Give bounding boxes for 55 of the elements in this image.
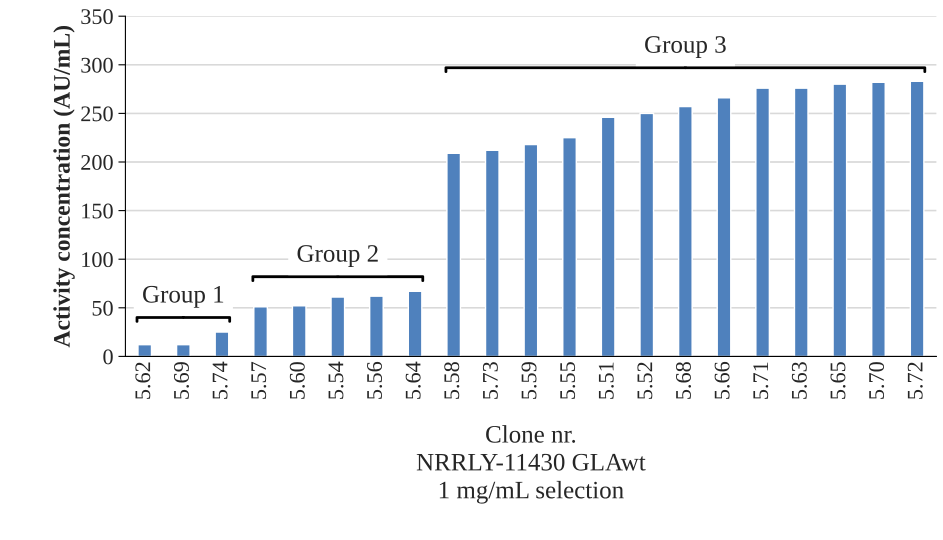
x-tick-label: 5.74 — [212, 362, 228, 399]
bar — [137, 344, 152, 356]
y-axis-title: Activity concentration (AU/mL) — [53, 26, 75, 348]
annotation: Group 3 — [645, 36, 726, 58]
bar — [253, 306, 268, 356]
bar — [562, 137, 577, 356]
bar — [484, 150, 500, 356]
bar — [368, 295, 384, 356]
y-tick-label: 50 — [92, 300, 113, 316]
bar — [755, 87, 770, 356]
bar — [408, 290, 423, 356]
x-tick-label: 5.71 — [753, 362, 768, 399]
x-tick-label: 5.72 — [908, 362, 923, 399]
bar — [910, 80, 925, 356]
y-tick-label: 350 — [81, 9, 113, 24]
bar — [678, 106, 693, 356]
bar — [716, 97, 732, 356]
x-axis-title: Clone nr. NRRLY-11430 GLAwt 1 mg/mL selection — [416, 425, 646, 504]
y-tick-label: 250 — [81, 106, 113, 122]
x-tick-label: 5.52 — [637, 362, 652, 399]
bar — [292, 305, 307, 356]
bar — [330, 296, 346, 356]
x-tick-label: 5.63 — [792, 362, 807, 399]
bar — [446, 152, 462, 356]
x-tick-label: 5.65 — [830, 362, 846, 399]
bar — [523, 144, 538, 356]
x-tick-label: 5.59 — [522, 362, 537, 399]
annotation: Group 2 — [298, 245, 378, 267]
y-tick-label: 200 — [81, 154, 113, 170]
x-tick-label: 5.55 — [560, 362, 576, 399]
x-tick-label: 5.69 — [174, 362, 190, 399]
x-tick-label: 5.57 — [251, 362, 266, 399]
x-tick-label: 5.68 — [676, 362, 692, 399]
bar — [600, 116, 616, 356]
x-tick-label: 5.56 — [367, 362, 382, 399]
x-tick-label: 5.54 — [328, 362, 344, 399]
x-tick-label: 5.51 — [598, 362, 614, 399]
y-tick-label: 300 — [81, 58, 113, 73]
x-tick-label: 5.60 — [290, 362, 305, 399]
x-tick-label: 5.62 — [135, 362, 150, 399]
x-tick-label: 5.66 — [714, 362, 730, 399]
bar — [214, 331, 230, 356]
annotation: Group 1 — [143, 286, 224, 308]
x-tick-label: 5.73 — [482, 362, 498, 399]
bar — [639, 112, 654, 356]
x-tick-label: 5.58 — [444, 362, 460, 399]
bar — [176, 344, 191, 356]
y-tick-label: 150 — [82, 204, 113, 219]
x-tick-label: 5.70 — [869, 362, 884, 399]
bar — [832, 84, 848, 356]
bar — [871, 82, 886, 356]
y-tick-label: 0 — [103, 349, 113, 364]
y-tick-label: 100 — [82, 252, 113, 268]
x-tick-label: 5.64 — [406, 362, 421, 399]
bar — [794, 87, 809, 356]
